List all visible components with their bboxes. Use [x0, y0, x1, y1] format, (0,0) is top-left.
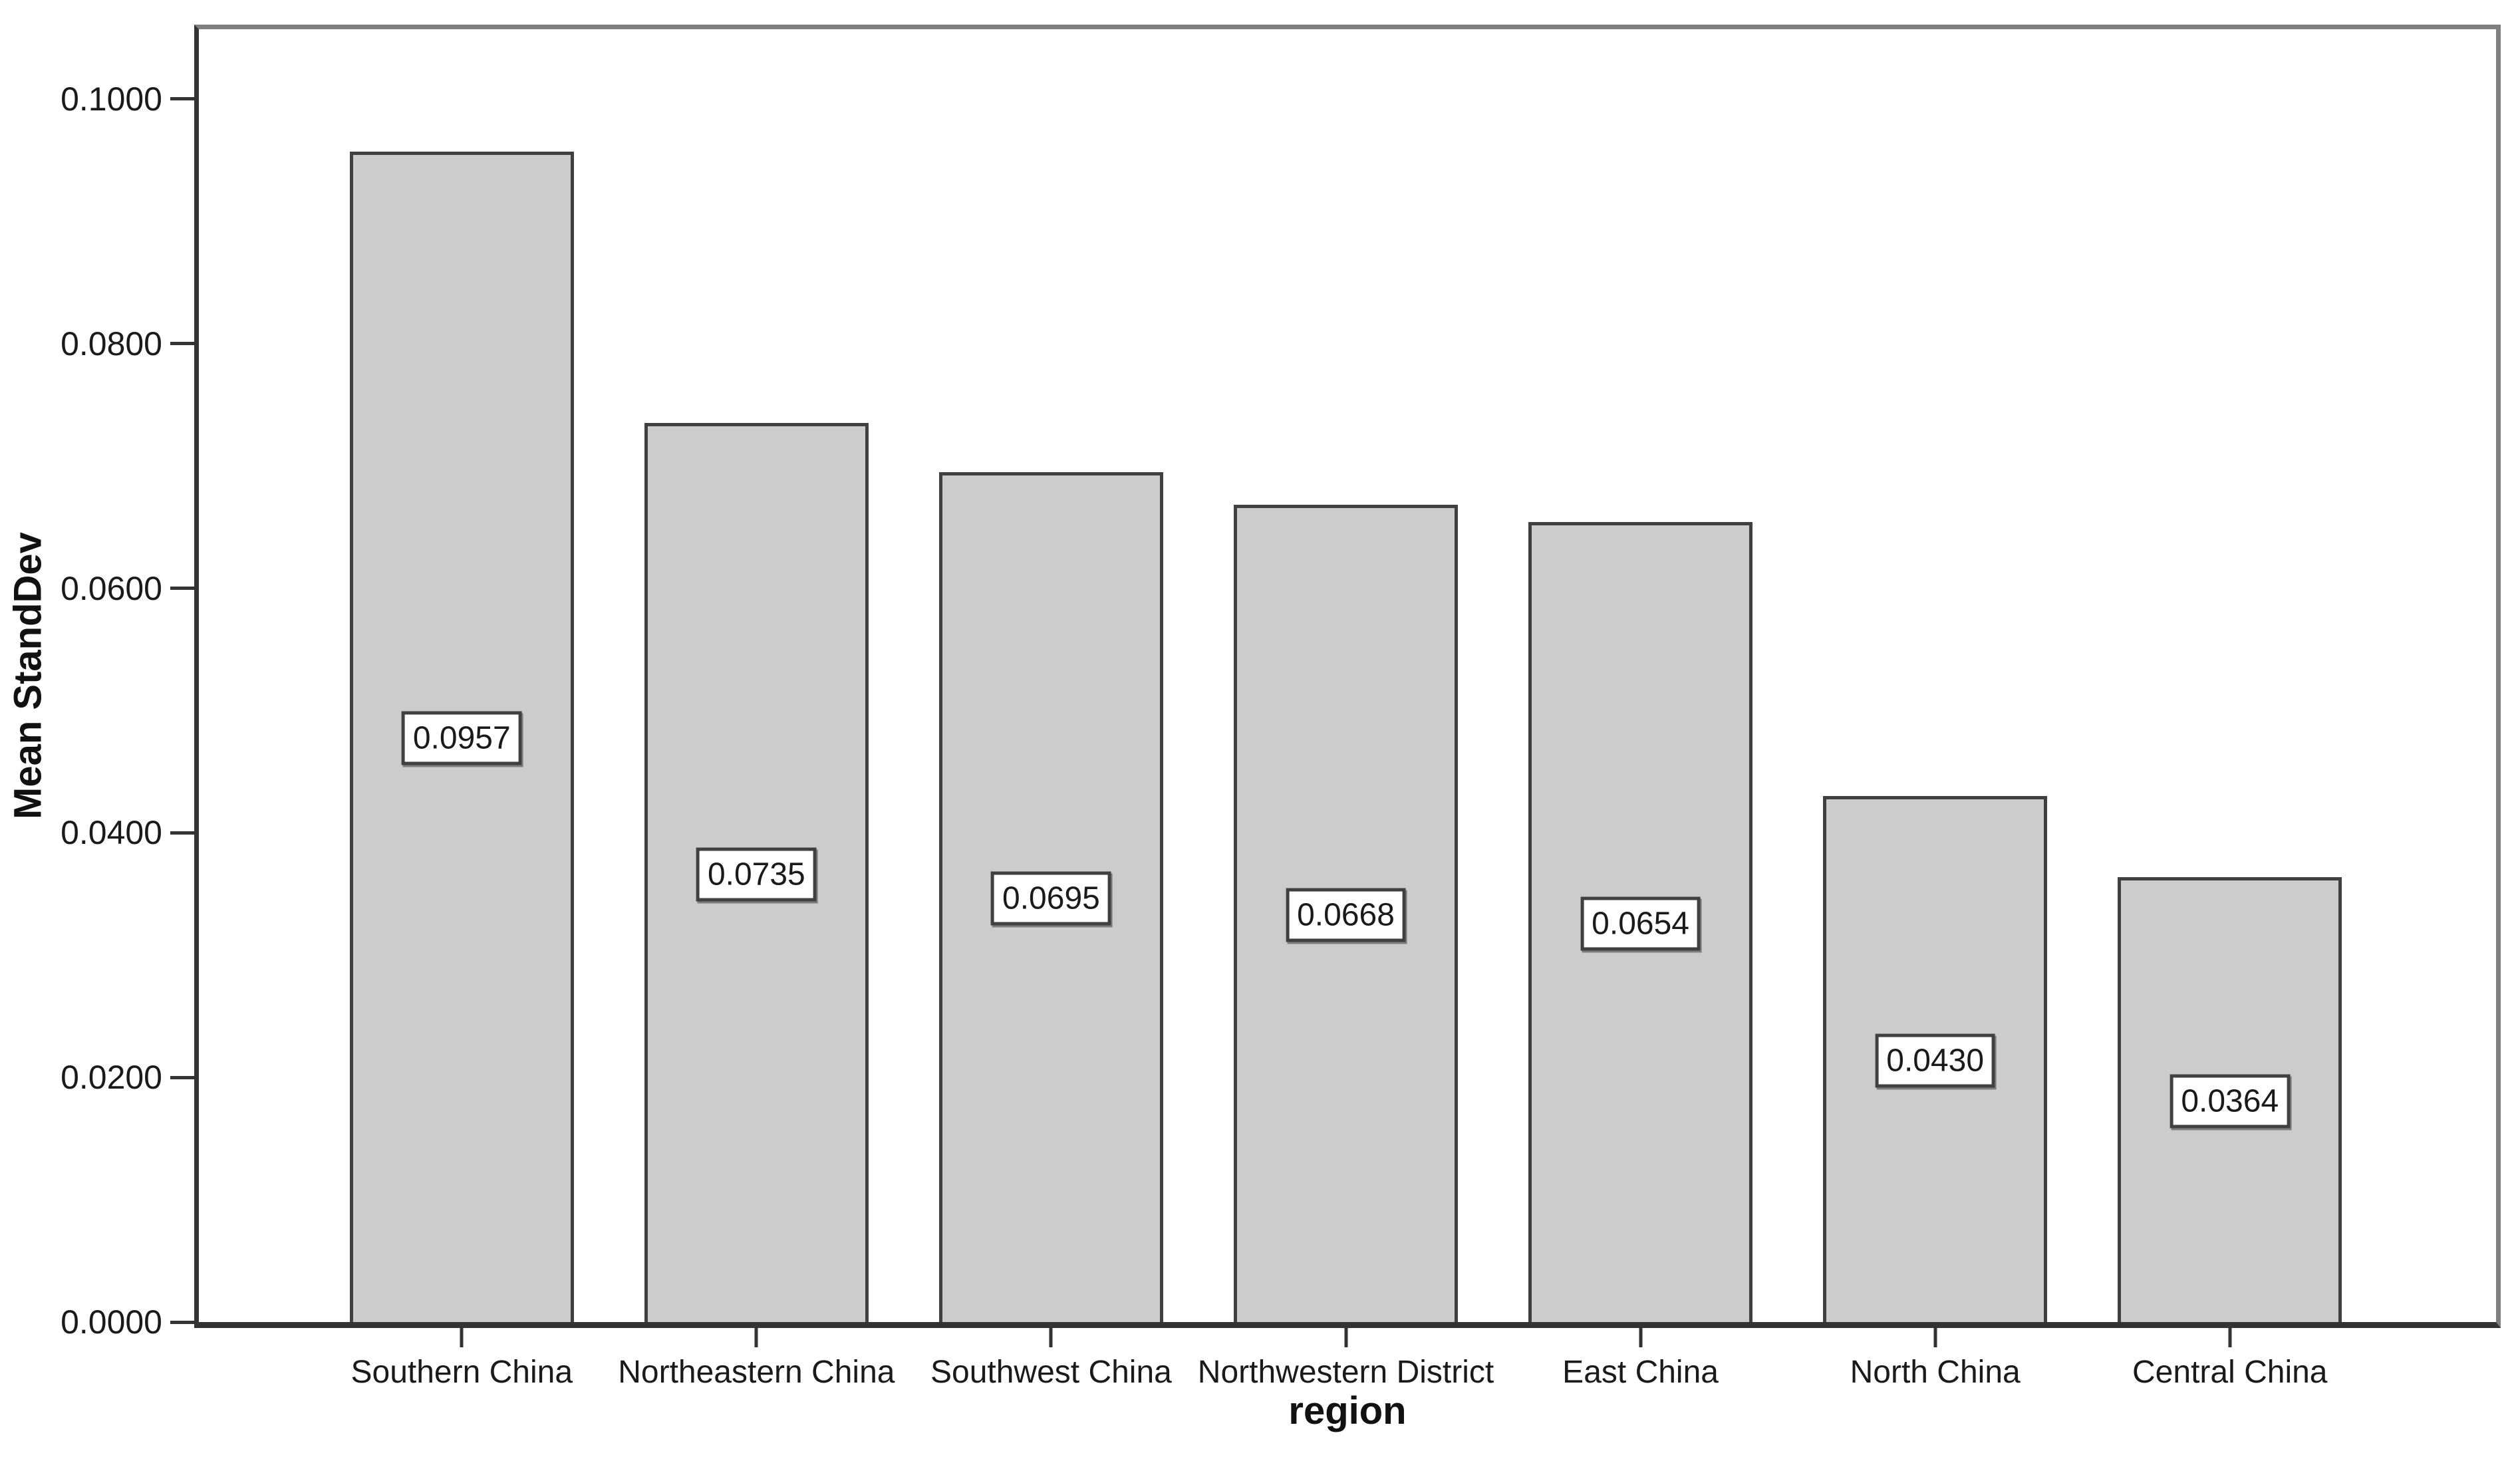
- bar: 0.0735: [644, 423, 869, 1322]
- y-tick-label: 0.0600: [61, 569, 162, 607]
- y-tick-label: 0.1000: [61, 80, 162, 118]
- x-axis-tick: [1933, 1322, 1937, 1347]
- x-axis-tick: [460, 1322, 464, 1347]
- bar-value-label: 0.0695: [991, 871, 1111, 926]
- y-axis-tick: 0.0000: [61, 1303, 199, 1341]
- bar: 0.0430: [1823, 796, 2048, 1322]
- x-axis-tick: [1639, 1322, 1643, 1347]
- y-tick-label: 0.0800: [61, 325, 162, 362]
- y-axis-tick: 0.0400: [61, 814, 199, 851]
- bar: 0.0957: [349, 151, 574, 1322]
- bar: 0.0654: [1528, 522, 1752, 1322]
- y-axis-tick: 0.0200: [61, 1059, 199, 1096]
- y-tick-label: 0.0400: [61, 814, 162, 852]
- y-axis-tick: 0.0800: [61, 325, 199, 362]
- bar-value-label: 0.0654: [1580, 896, 1701, 951]
- x-category-label: Northwestern District: [1197, 1355, 1494, 1390]
- bar: 0.0695: [939, 471, 1163, 1322]
- y-axis-tick: 0.1000: [61, 80, 199, 118]
- bar-value-label: 0.0735: [696, 847, 817, 902]
- x-category-label: East China: [1562, 1355, 1719, 1390]
- bar-value-label: 0.0957: [401, 711, 522, 765]
- y-axis-title: Mean StandDev: [6, 532, 50, 819]
- bar: 0.0668: [1234, 505, 1458, 1322]
- bar-value-label: 0.0364: [2170, 1074, 2291, 1129]
- bar-value-label: 0.0430: [1875, 1033, 1996, 1088]
- x-category-label: Southern China: [350, 1355, 573, 1390]
- plot-area: Mean StandDev region 0.0000 0.0200 0.0400 0…: [7, 25, 2501, 1432]
- x-category-label: Central China: [2132, 1355, 2328, 1390]
- bar-value-label: 0.0668: [1286, 888, 1406, 942]
- x-category-label: Northeastern China: [618, 1355, 895, 1390]
- bar: 0.0364: [2118, 876, 2342, 1322]
- x-axis-tick: [2228, 1322, 2232, 1347]
- y-tick-label: 0.0000: [61, 1303, 162, 1341]
- x-axis-title: region: [1288, 1389, 1407, 1432]
- x-axis-tick: [754, 1322, 758, 1347]
- x-axis-tick: [1049, 1322, 1053, 1347]
- y-axis-tick: 0.0600: [61, 570, 199, 607]
- x-category-label: Southwest China: [930, 1355, 1172, 1390]
- y-tick-label: 0.0200: [61, 1059, 162, 1097]
- x-category-label: North China: [1850, 1355, 2021, 1390]
- x-axis-tick: [1344, 1322, 1347, 1347]
